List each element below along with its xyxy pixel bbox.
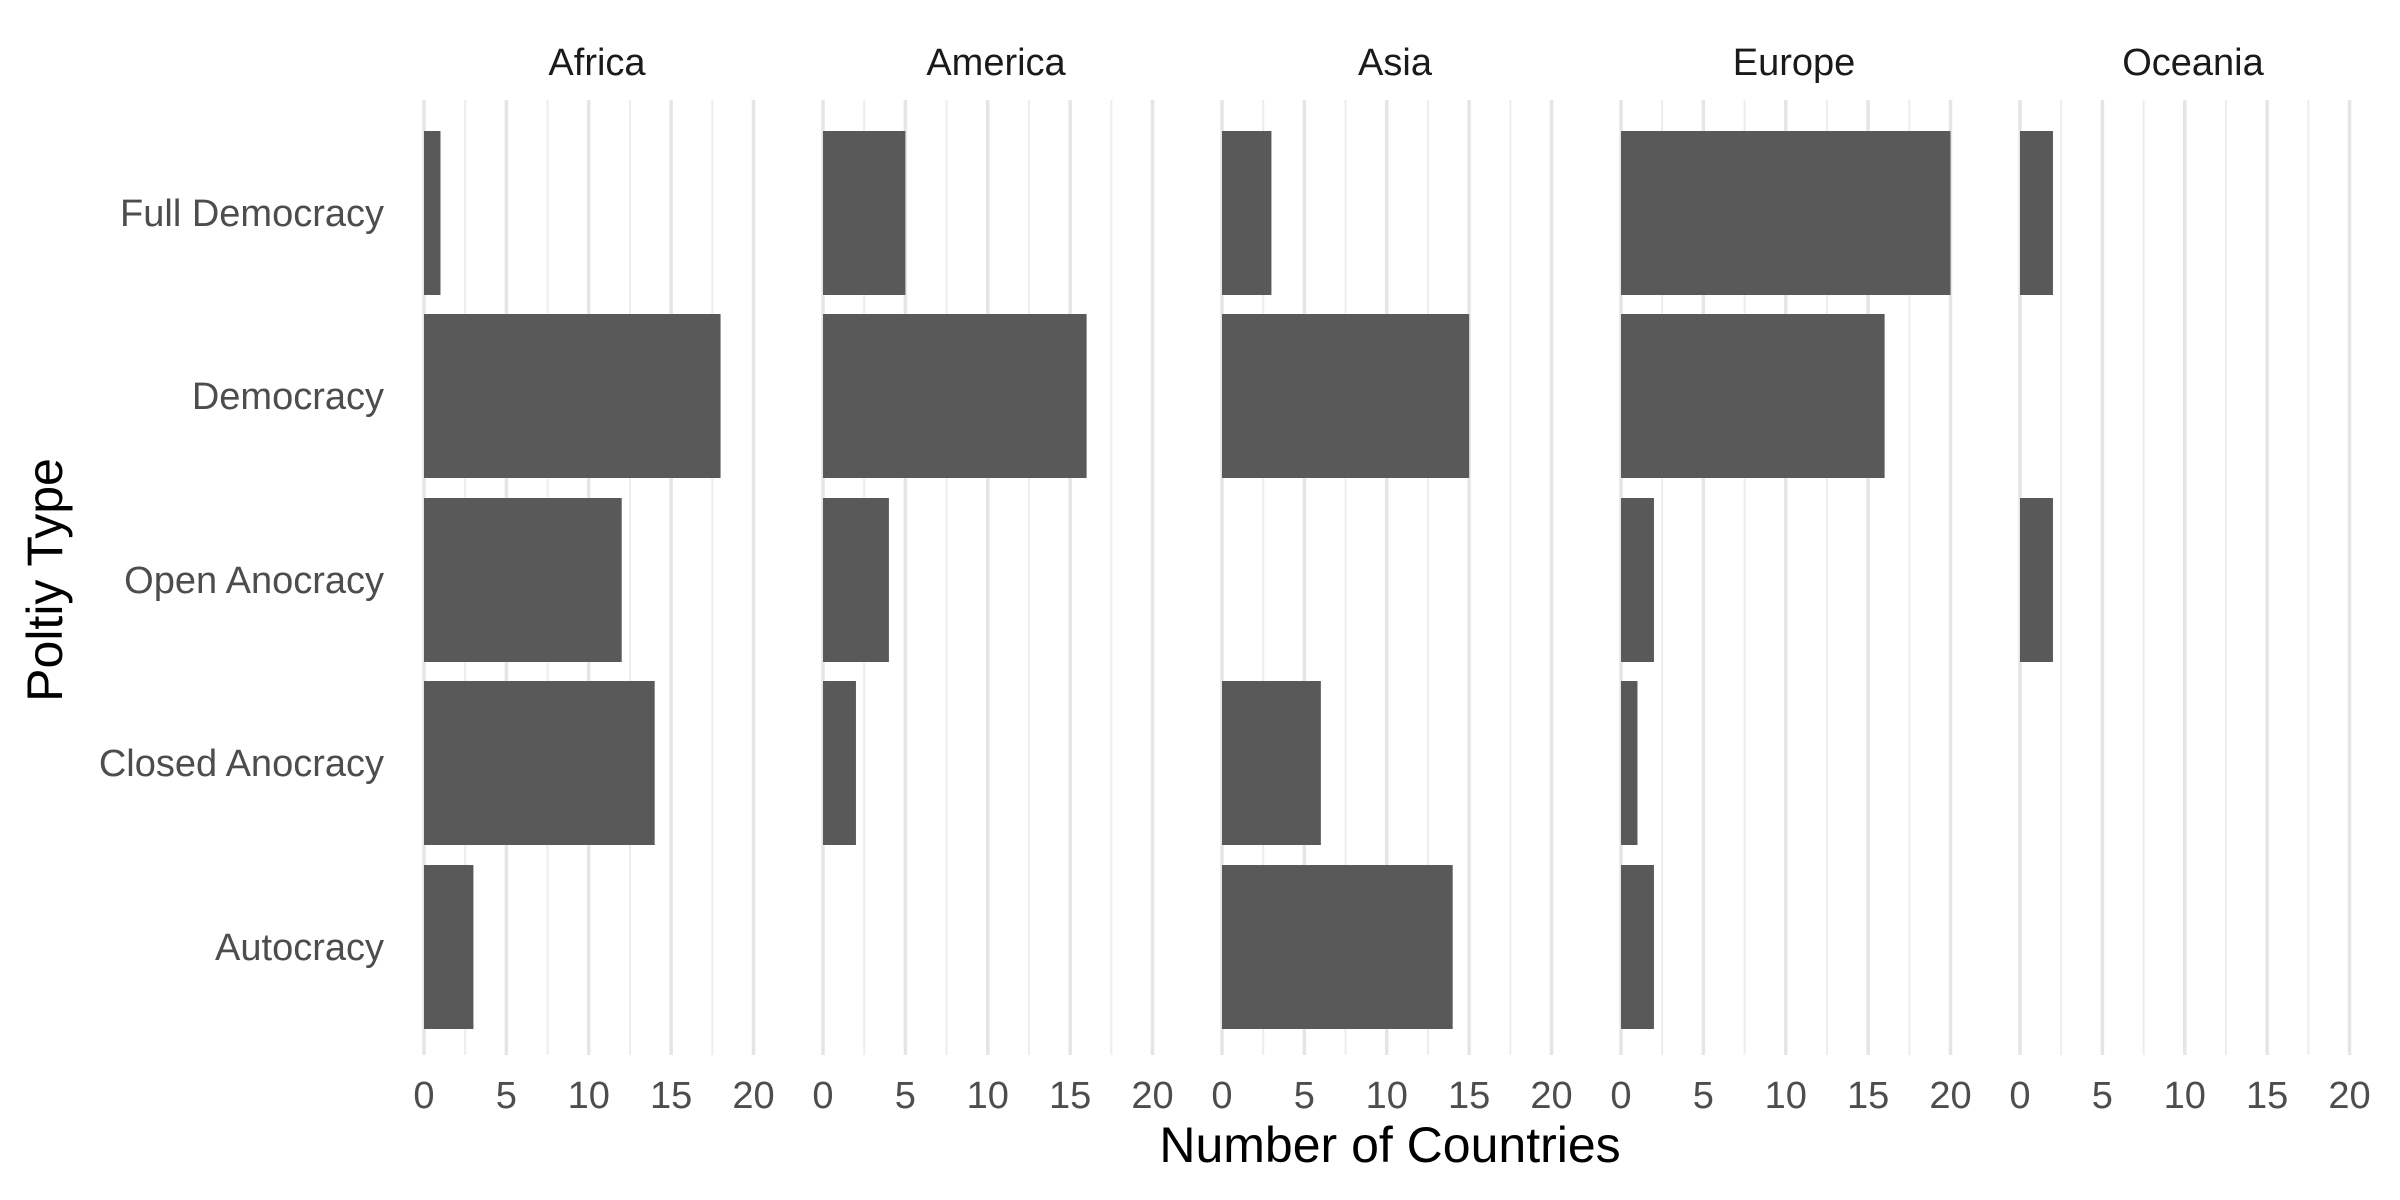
x-tick-label-europe-10: 10 bbox=[1765, 1075, 1807, 1117]
bar-europe-autocracy bbox=[1621, 865, 1654, 1029]
x-tick-label-oceania-0: 0 bbox=[2009, 1075, 2030, 1117]
facet-label-america: America bbox=[926, 42, 1066, 84]
y-tick-labels: Full Democracy Democracy Open Anocracy Clos… bbox=[99, 193, 384, 969]
y-tick-label-full-democracy: Full Democracy bbox=[120, 193, 384, 235]
bar-asia-democracy bbox=[1222, 314, 1470, 478]
x-tick-labels: 0 5 10 15 20 0 5 10 15 20 0 5 10 15 20 0 5 10 15 20 0 5 10 15 20 bbox=[413, 1075, 2370, 1117]
x-axis-title: Number of Countries bbox=[1159, 1117, 1620, 1173]
x-tick-label-america-0: 0 bbox=[812, 1075, 833, 1117]
y-tick-label-democracy: Democracy bbox=[192, 376, 384, 418]
x-tick-label-america-20: 20 bbox=[1131, 1075, 1173, 1117]
y-tick-label-closed-anocracy: Closed Anocracy bbox=[99, 743, 384, 785]
facet-label-africa: Africa bbox=[548, 42, 646, 84]
bar-africa-autocracy bbox=[424, 865, 474, 1029]
bar-africa-full-democracy bbox=[424, 131, 441, 295]
bar-oceania-open-anocracy bbox=[2020, 498, 2053, 662]
x-tick-label-africa-20: 20 bbox=[732, 1075, 774, 1117]
bar-europe-closed-anocracy bbox=[1621, 681, 1638, 845]
x-tick-label-oceania-10: 10 bbox=[2164, 1075, 2206, 1117]
x-tick-label-america-15: 15 bbox=[1049, 1075, 1091, 1117]
bar-europe-open-anocracy bbox=[1621, 498, 1654, 662]
facet-label-oceania: Oceania bbox=[2122, 42, 2264, 84]
x-tick-label-america-5: 5 bbox=[895, 1075, 916, 1117]
bar-asia-full-democracy bbox=[1222, 131, 1272, 295]
bar-africa-democracy bbox=[424, 314, 721, 478]
bar-oceania-full-democracy bbox=[2020, 131, 2053, 295]
y-axis-title: Poltiy Type bbox=[17, 458, 73, 702]
x-tick-label-oceania-5: 5 bbox=[2092, 1075, 2113, 1117]
facet-label-europe: Europe bbox=[1733, 42, 1856, 84]
bar-america-democracy bbox=[823, 314, 1087, 478]
bar-africa-closed-anocracy bbox=[424, 681, 655, 845]
bars bbox=[424, 131, 2053, 1029]
x-tick-label-asia-20: 20 bbox=[1530, 1075, 1572, 1117]
bar-america-full-democracy bbox=[823, 131, 906, 295]
x-tick-label-africa-0: 0 bbox=[413, 1075, 434, 1117]
bar-america-closed-anocracy bbox=[823, 681, 856, 845]
x-tick-label-asia-0: 0 bbox=[1211, 1075, 1232, 1117]
bar-europe-full-democracy bbox=[1621, 131, 1951, 295]
facet-strip-labels: Africa America Asia Europe Oceania bbox=[548, 42, 2264, 84]
x-tick-label-asia-5: 5 bbox=[1294, 1075, 1315, 1117]
x-tick-label-africa-15: 15 bbox=[650, 1075, 692, 1117]
x-tick-label-africa-10: 10 bbox=[568, 1075, 610, 1117]
bar-africa-open-anocracy bbox=[424, 498, 622, 662]
facet-label-asia: Asia bbox=[1358, 42, 1433, 84]
x-tick-label-america-10: 10 bbox=[967, 1075, 1009, 1117]
x-tick-label-europe-5: 5 bbox=[1693, 1075, 1714, 1117]
bar-europe-democracy bbox=[1621, 314, 1885, 478]
x-tick-label-europe-15: 15 bbox=[1847, 1075, 1889, 1117]
x-tick-label-oceania-20: 20 bbox=[2328, 1075, 2370, 1117]
y-tick-label-open-anocracy: Open Anocracy bbox=[124, 560, 384, 602]
bar-asia-autocracy bbox=[1222, 865, 1453, 1029]
x-tick-label-africa-5: 5 bbox=[496, 1075, 517, 1117]
x-tick-label-europe-0: 0 bbox=[1610, 1075, 1631, 1117]
x-tick-label-asia-10: 10 bbox=[1366, 1075, 1408, 1117]
y-tick-label-autocracy: Autocracy bbox=[215, 927, 384, 969]
bar-asia-closed-anocracy bbox=[1222, 681, 1321, 845]
x-tick-label-europe-20: 20 bbox=[1929, 1075, 1971, 1117]
x-tick-label-oceania-15: 15 bbox=[2246, 1075, 2288, 1117]
bar-america-open-anocracy bbox=[823, 498, 889, 662]
x-tick-label-asia-15: 15 bbox=[1448, 1075, 1490, 1117]
